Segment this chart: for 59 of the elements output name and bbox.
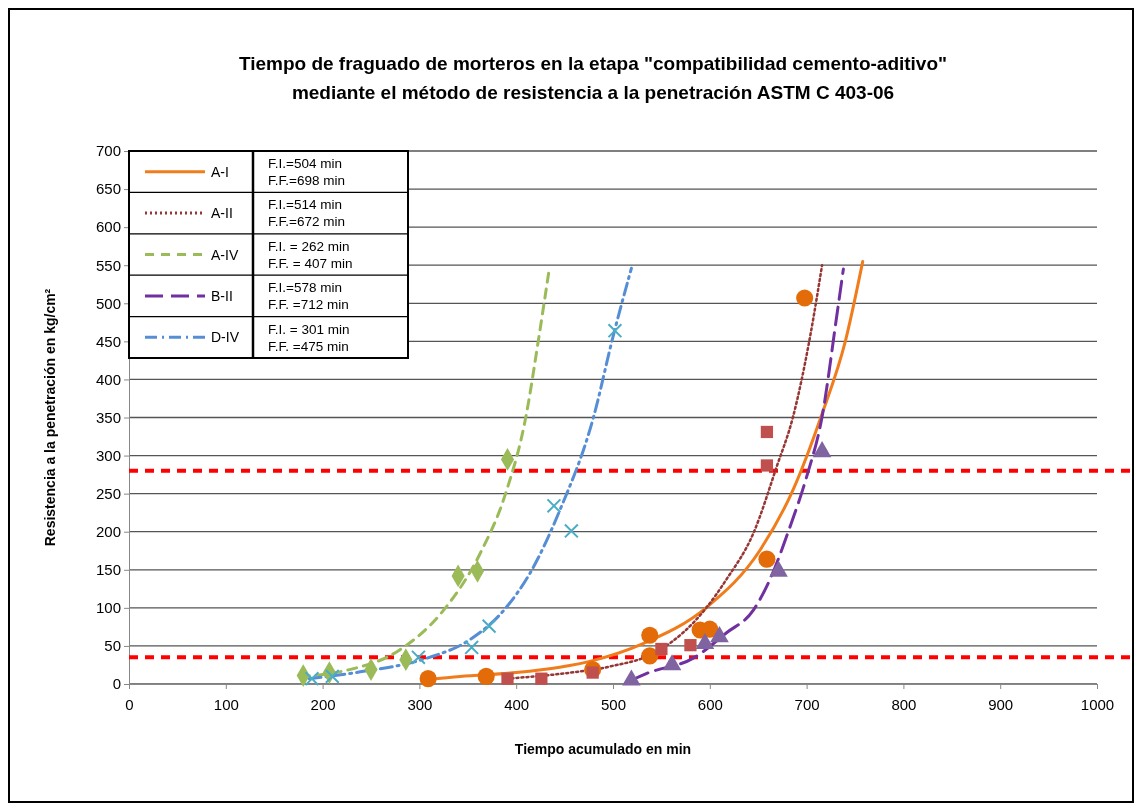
- x-tick-label: 1000: [1080, 696, 1115, 713]
- x-tick-label: 800: [891, 696, 917, 713]
- point: [760, 425, 774, 439]
- chart-title: Tiempo de fraguado de morteros en la etapa "compatibilidad cemento-aditivo" mediante el método de resistencia a la penetración ASTM C 403-06: [238, 53, 948, 103]
- point: [684, 639, 697, 652]
- point: [607, 323, 623, 339]
- y-tick-label: 100: [95, 599, 121, 617]
- point: [481, 618, 497, 634]
- x-axis-title: Tiempo acumulado en min: [514, 741, 692, 757]
- y-tick-label: 150: [95, 561, 121, 579]
- x-tick-label: 0: [125, 696, 134, 713]
- x-tick-label: 400: [504, 696, 530, 713]
- legend-label: D-IV: [211, 329, 240, 346]
- x-tick-label: 300: [407, 696, 433, 713]
- x-tick-label: 100: [213, 696, 239, 713]
- point: [758, 550, 776, 568]
- point: [535, 672, 548, 685]
- y-tick-label: 0: [112, 675, 121, 693]
- legend-label: A-II: [211, 205, 233, 222]
- point: [501, 672, 514, 685]
- point: [641, 647, 659, 665]
- annotation: F.I. = 262 min F.F. = 407 min: [268, 238, 353, 271]
- annotation: F.I.=504 min F.F.=698 min: [268, 156, 345, 188]
- point: [563, 523, 579, 539]
- annotation: F.I. = 301 min F.F. =475 min: [268, 321, 350, 354]
- point: [324, 668, 340, 684]
- annotation: F.I.=514 min F.F.=672 min: [268, 197, 345, 230]
- point: [641, 626, 659, 644]
- y-tick-label: 250: [95, 484, 121, 502]
- point: [760, 459, 774, 472]
- point: [410, 649, 426, 665]
- y-tick-label: 450: [95, 332, 121, 350]
- x-tick-label: 500: [600, 696, 627, 713]
- point: [304, 671, 320, 687]
- legend-label: A-I: [211, 163, 229, 180]
- y-tick-label: 300: [95, 446, 121, 464]
- y-tick-label: 50: [104, 637, 121, 655]
- y-tick-label: 200: [95, 523, 121, 541]
- y-axis-title: Resistencia a la penetración en kg/cm²: [42, 288, 58, 547]
- legend-label: B-II: [211, 287, 233, 304]
- y-tick-label: 550: [95, 256, 121, 274]
- y-tick-label: 650: [95, 180, 121, 198]
- point: [796, 289, 814, 307]
- y-tick-label: 600: [95, 218, 121, 236]
- y-tick-label: 400: [95, 370, 121, 388]
- point: [464, 640, 480, 655]
- y-tick-label: 500: [95, 294, 121, 312]
- y-tick-label: 350: [95, 408, 121, 426]
- point: [546, 498, 562, 514]
- x-tick-label: 600: [697, 696, 723, 713]
- point: [419, 670, 437, 688]
- point: [655, 642, 668, 656]
- x-tick-label: 200: [310, 696, 336, 713]
- x-tick-label: 700: [794, 696, 820, 713]
- point: [477, 667, 495, 685]
- annotation: F.I.=578 min F.F. =712 min: [268, 280, 349, 313]
- x-tick-label: 900: [988, 696, 1014, 713]
- y-tick-label: 700: [95, 142, 121, 160]
- legend-label: A-IV: [211, 246, 239, 263]
